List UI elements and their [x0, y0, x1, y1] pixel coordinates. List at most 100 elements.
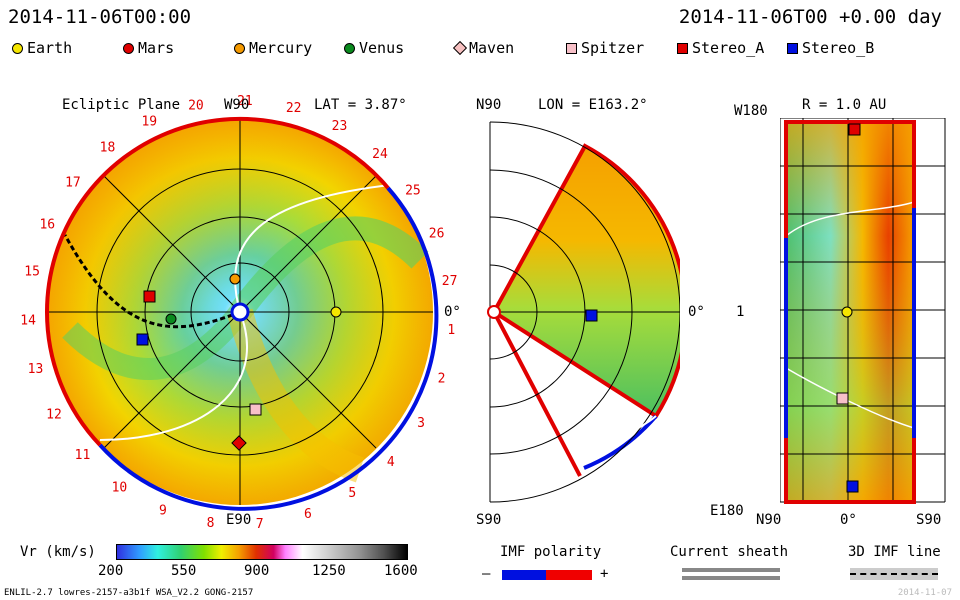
datetime-title: 2014-11-06T00:00	[8, 6, 192, 28]
legend-label: Venus	[359, 39, 405, 57]
spiral-band	[62, 305, 249, 380]
ring	[489, 264, 538, 360]
ring	[489, 216, 586, 408]
ecliptic-right-label: 0°	[444, 304, 461, 320]
colorbar	[116, 544, 408, 560]
rotation-number: 15	[24, 264, 40, 279]
legend-spitzer: Spitzer	[566, 38, 644, 58]
sun-icon	[487, 305, 501, 319]
current-sheath	[234, 184, 391, 313]
ecliptic-lat: LAT = 3.87°	[314, 97, 407, 113]
rotation-number: 17	[65, 176, 81, 191]
meridional-right-label: 0°	[688, 304, 705, 320]
imf3d-title: 3D IMF line	[848, 544, 941, 560]
rotation-number: 5	[348, 486, 356, 501]
polarity-arc-negative	[583, 414, 658, 470]
venus-marker	[165, 313, 177, 325]
imf3d-swatch	[850, 568, 938, 580]
spitzer-marker	[836, 392, 849, 405]
meridional-lon: LON = E163.2°	[538, 97, 648, 113]
imf-plus: +	[600, 566, 609, 582]
imf-negative-swatch	[502, 570, 546, 580]
spiral-band	[230, 216, 429, 320]
legend-label: Mars	[138, 39, 175, 57]
ecliptic-title: Ecliptic Plane	[62, 97, 181, 113]
legend-maven: Maven	[452, 38, 514, 58]
radial-top-label: W180	[734, 103, 768, 119]
rotation-number: 22	[286, 101, 302, 116]
footer-left: ENLIL-2.7 lowres-2157-a3b1f WSA_V2.2 GON…	[4, 588, 254, 598]
rotation-number: 16	[39, 218, 55, 233]
meridional-top-label: N90	[476, 97, 502, 113]
stereo-a-marker	[848, 123, 861, 136]
rotation-number: 2	[438, 372, 446, 387]
rotation-number: 24	[372, 147, 388, 162]
legend-stereo-b: Stereo_B	[787, 38, 874, 58]
colorbar-tick: 900	[244, 563, 270, 579]
rotation-number: 21	[237, 94, 253, 109]
rotation-number: 11	[75, 448, 91, 463]
rotation-number: 9	[159, 504, 167, 519]
rotation-number: 23	[332, 119, 348, 134]
stereo-b-icon	[787, 42, 798, 54]
stereo-a-marker	[143, 290, 156, 303]
stereo-b-marker	[585, 309, 598, 322]
ecliptic-top-label: W90	[224, 97, 250, 113]
mars-icon	[123, 42, 134, 54]
rotation-number: 1	[447, 323, 455, 338]
colorbar-tick: 200	[98, 563, 124, 579]
rotation-number: 25	[405, 183, 421, 198]
rotation-number: 10	[112, 480, 128, 495]
rotation-number: 19	[141, 114, 157, 129]
legend-label: Stereo_B	[802, 39, 875, 57]
rotation-number: 20	[188, 99, 204, 114]
rotation-labels: 20 21 222324252627123456789101112131415161…	[20, 94, 457, 530]
rotation-number: 26	[429, 227, 445, 242]
rotation-number: 27	[442, 274, 458, 289]
stereo-b-marker	[136, 333, 149, 346]
venus-icon	[344, 42, 355, 54]
legend-label: Earth	[27, 39, 73, 57]
rotation-number: 12	[46, 408, 62, 423]
polarity-arc-negative	[98, 186, 439, 511]
meridional-boundary	[491, 143, 680, 419]
imf-positive-swatch	[546, 570, 592, 580]
radial-r: R = 1.0 AU	[802, 97, 887, 113]
mars-maven-marker	[231, 435, 247, 451]
legend-mars: Mars	[123, 38, 174, 58]
meridional-bottom-label: S90	[476, 512, 502, 528]
current-sheath	[785, 201, 915, 237]
current-sheath	[579, 415, 657, 461]
colorbar-tick: 1250	[312, 563, 346, 579]
colorbar-tick: 1600	[384, 563, 418, 579]
radial-x-mid: 0°	[840, 512, 857, 528]
spiral-band	[227, 308, 365, 483]
rotation-number: 7	[256, 517, 264, 530]
earth-icon	[12, 42, 23, 54]
radial-x-left: N90	[756, 512, 782, 528]
ring	[489, 169, 633, 455]
mercury-marker	[229, 273, 241, 285]
rotation-number: 6	[304, 507, 312, 522]
legend-label: Mercury	[249, 39, 313, 57]
legend: Earth Mars Mercury Venus Maven Spitzer S…	[0, 38, 960, 58]
radial-mid-label: 1	[736, 304, 745, 320]
maven-icon	[452, 40, 468, 56]
legend-venus: Venus	[344, 38, 404, 58]
earth-marker	[330, 306, 342, 318]
stereo-b-marker	[846, 480, 859, 493]
current-sheath	[785, 367, 915, 429]
polarity-arc-positive	[45, 116, 390, 313]
sheath-swatch	[682, 568, 780, 580]
imf-minus: –	[482, 566, 491, 582]
colorbar-tick: 550	[171, 563, 197, 579]
imf-line	[63, 234, 241, 329]
earth-marker	[841, 306, 853, 318]
sheath-title: Current sheath	[670, 544, 789, 560]
footer-right: 2014-11-07	[897, 588, 952, 598]
rotation-number: 4	[387, 455, 395, 470]
radial-bottom-label: E180	[710, 503, 744, 519]
offset-title: 2014-11-06T00 +0.00 day	[678, 6, 942, 28]
polarity-arc-positive	[44, 311, 102, 447]
